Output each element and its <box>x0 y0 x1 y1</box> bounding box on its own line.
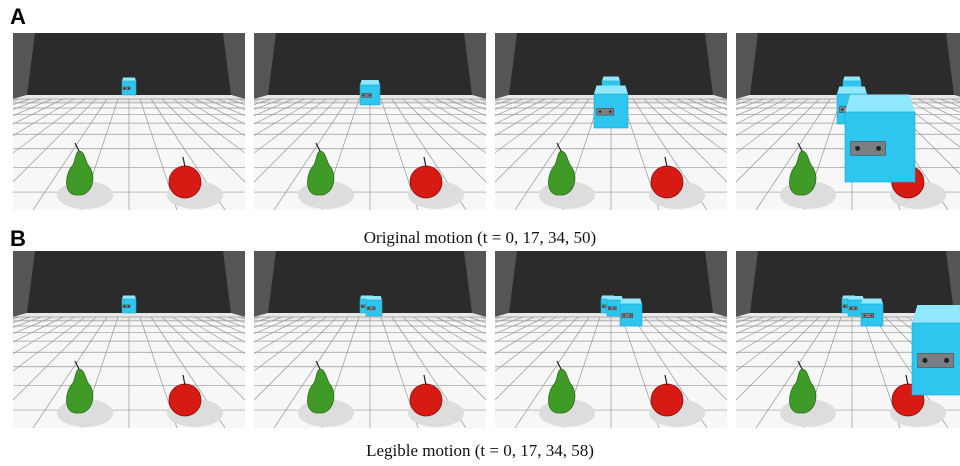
cube-eye <box>864 315 866 317</box>
cube-eye <box>373 308 375 310</box>
cube-eye <box>850 308 852 310</box>
cube-eye <box>871 315 873 317</box>
cube-eye <box>128 87 130 89</box>
cube-eye <box>124 305 126 307</box>
cube-top <box>912 305 960 323</box>
cube-eye <box>922 358 927 363</box>
cube-eye <box>369 95 371 97</box>
cube-eye <box>368 308 370 310</box>
cube-eye <box>609 110 611 112</box>
cube-eye <box>944 358 949 363</box>
apple <box>410 166 442 198</box>
cube-top <box>843 77 861 82</box>
apple <box>169 384 201 416</box>
frames <box>0 0 960 466</box>
cube-eye <box>855 308 857 310</box>
cube-eye <box>603 305 605 307</box>
cube-top <box>594 86 628 95</box>
cube-eye <box>614 308 616 310</box>
cube-eye <box>609 308 611 310</box>
figure: A Original motion (t = 0, 17, 34, 50) B … <box>0 0 960 466</box>
cube-eye <box>599 110 601 112</box>
cube-top <box>607 296 623 300</box>
cube-top <box>602 77 620 82</box>
cube-eye <box>841 109 843 111</box>
cube-eye <box>855 146 860 151</box>
cube-eye <box>362 305 364 307</box>
cube-top <box>122 296 136 300</box>
cube-eye <box>630 315 632 317</box>
cube-top <box>122 78 136 82</box>
apple <box>169 166 201 198</box>
cube-eye <box>623 315 625 317</box>
cube-eye <box>128 305 130 307</box>
cube-top <box>366 296 382 300</box>
cube-eye <box>124 87 126 89</box>
cube-top <box>620 299 642 305</box>
apple <box>410 384 442 416</box>
cube-top <box>845 95 915 113</box>
cube-eye <box>844 305 846 307</box>
cube-top <box>837 87 867 95</box>
apple <box>651 384 683 416</box>
cube-top <box>848 296 864 300</box>
cube-top <box>861 299 883 305</box>
cube-eye <box>363 95 365 97</box>
apple <box>651 166 683 198</box>
cube-eye <box>876 146 881 151</box>
cube-top <box>360 80 380 85</box>
